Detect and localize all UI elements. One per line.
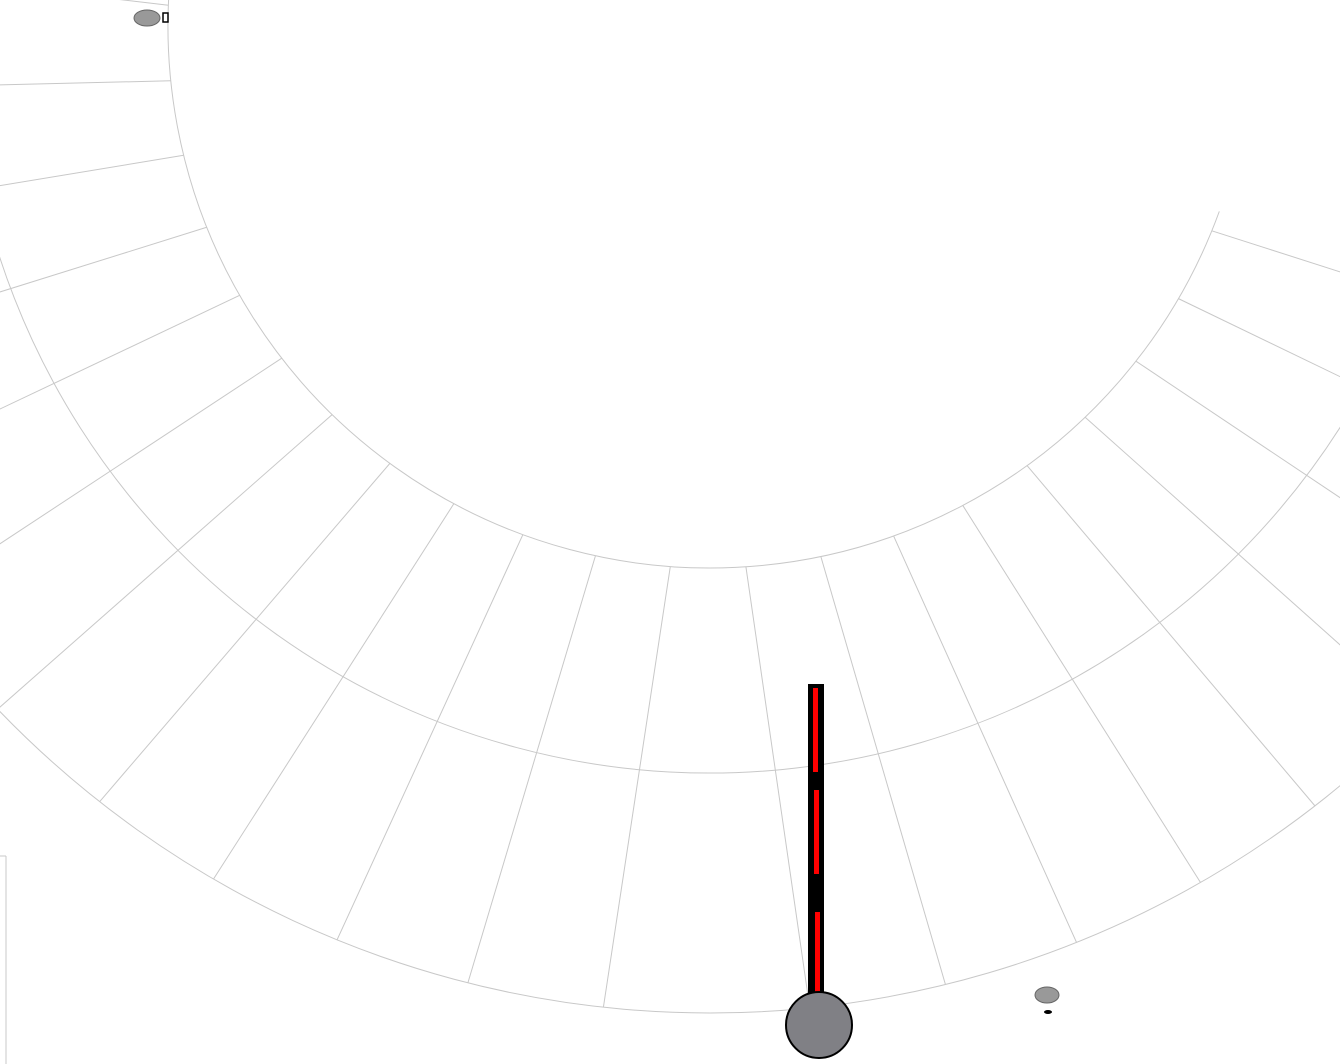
road-divider (336, 534, 524, 941)
road-divider (602, 566, 671, 1008)
road-divider (0, 80, 171, 86)
road-divider (962, 505, 1201, 883)
arm-segment (815, 912, 820, 998)
road-edge (0, 256, 1340, 774)
road-divider (1084, 416, 1340, 646)
arm-segment (814, 790, 819, 874)
road-divider (0, 357, 283, 545)
road-divider (1211, 230, 1340, 273)
road-divider (893, 535, 1077, 943)
road-divider (0, 154, 184, 187)
pivot (785, 991, 853, 1059)
arm-segment (813, 688, 818, 772)
obstacle-marker (1044, 1010, 1052, 1014)
road-edge (167, 0, 1220, 569)
obstacle (1034, 986, 1060, 1004)
road-divider (0, 294, 240, 410)
road-divider (0, 414, 333, 708)
road-divider (0, 226, 207, 293)
obstacle (133, 9, 161, 27)
road-divider (820, 556, 946, 985)
track (0, 0, 1340, 1014)
road-divider (99, 463, 391, 802)
road-divider (467, 555, 596, 983)
road-divider (1135, 360, 1340, 499)
obstacle-marker (162, 12, 169, 23)
road-divider (213, 503, 455, 880)
road-divider (1178, 298, 1340, 378)
road-divider (1026, 465, 1316, 807)
arm (808, 684, 824, 1010)
road-divider (119, 0, 169, 6)
road-edge (0, 710, 1340, 1014)
road-divider (745, 566, 811, 1009)
